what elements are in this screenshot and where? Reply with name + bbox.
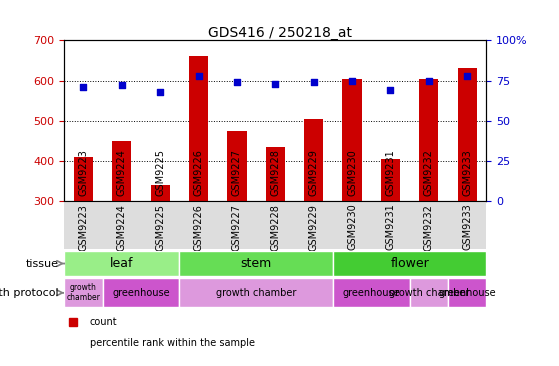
Text: GSM9226: GSM9226 [193, 203, 203, 251]
Point [156, 89, 165, 95]
Text: percentile rank within the sample: percentile rank within the sample [89, 337, 254, 348]
Text: GSM9224: GSM9224 [117, 203, 127, 251]
Bar [150, 185, 170, 201]
Bar [74, 157, 93, 201]
Point [424, 78, 433, 83]
Bar [419, 78, 438, 201]
Bar [228, 131, 247, 201]
Point [233, 79, 241, 85]
Text: GSM9231: GSM9231 [385, 203, 395, 250]
Text: GSM9232: GSM9232 [424, 203, 434, 251]
Text: greenhouse: greenhouse [112, 288, 170, 298]
Text: leaf: leaf [110, 257, 134, 270]
Bar [458, 68, 477, 201]
Point [309, 79, 318, 85]
Bar [189, 56, 208, 201]
Bar [64, 251, 179, 276]
Text: GSM9227: GSM9227 [232, 203, 242, 251]
Point [194, 73, 203, 79]
Point [348, 78, 357, 83]
Bar [112, 141, 131, 201]
Bar [103, 278, 179, 307]
Text: GSM9223: GSM9223 [78, 203, 88, 251]
Bar [64, 278, 103, 307]
Text: stem: stem [240, 257, 272, 270]
Text: GSM9225: GSM9225 [155, 203, 165, 251]
Bar [179, 251, 333, 276]
Point [117, 82, 126, 88]
Point [271, 81, 280, 87]
Text: GDS416 / 250218_at: GDS416 / 250218_at [207, 26, 352, 40]
Text: GSM9233: GSM9233 [462, 203, 472, 250]
Bar [304, 119, 323, 201]
Point [463, 73, 472, 79]
Text: greenhouse: greenhouse [438, 288, 496, 298]
Bar [410, 278, 448, 307]
Text: count: count [89, 317, 117, 327]
Text: growth chamber: growth chamber [216, 288, 296, 298]
Text: GSM9228: GSM9228 [271, 203, 280, 251]
Text: greenhouse: greenhouse [343, 288, 400, 298]
Bar [266, 147, 285, 201]
Text: tissue: tissue [26, 258, 59, 269]
Bar [179, 278, 333, 307]
Text: GSM9229: GSM9229 [309, 203, 319, 251]
Bar [333, 251, 486, 276]
Bar [343, 78, 362, 201]
Point [386, 87, 395, 93]
Text: GSM9230: GSM9230 [347, 203, 357, 250]
Text: growth
chamber: growth chamber [67, 283, 101, 303]
Text: growth chamber: growth chamber [389, 288, 469, 298]
Point [79, 84, 88, 90]
Bar [448, 278, 486, 307]
Text: growth protocol: growth protocol [0, 288, 59, 298]
Text: flower: flower [390, 257, 429, 270]
Bar [333, 278, 410, 307]
Bar [381, 159, 400, 201]
